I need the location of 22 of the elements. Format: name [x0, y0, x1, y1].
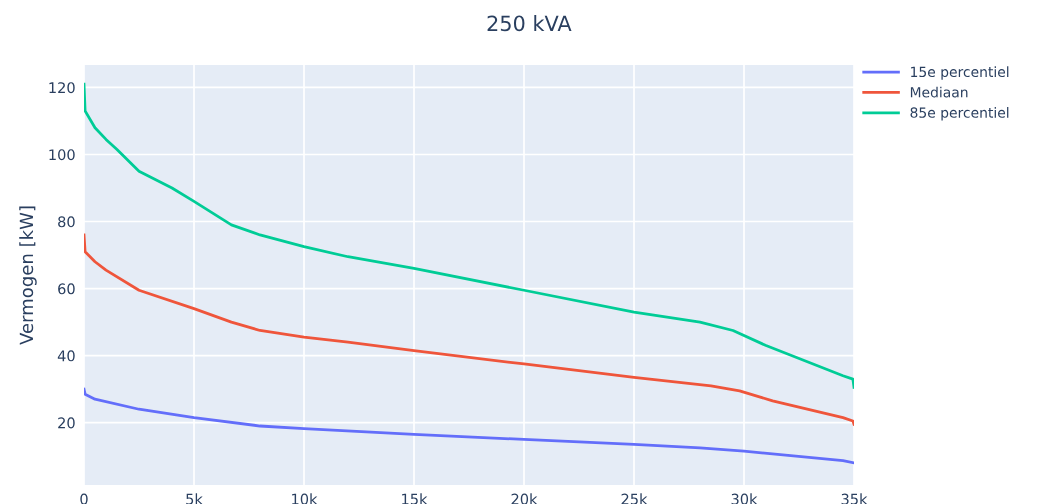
x-tick-label: 20k [511, 493, 538, 504]
y-tick-label: 80 [58, 216, 75, 228]
chart-title: 250 kVA [487, 15, 572, 32]
line-series [84, 82, 854, 389]
x-tick-label: 5k [186, 493, 203, 504]
line-series [84, 233, 854, 426]
y-tick-label: 40 [57, 350, 75, 362]
x-tick-label: 30k [731, 493, 758, 504]
x-tick-label: 25k [621, 493, 648, 504]
legend-label: Mediaan [910, 86, 968, 98]
line-series [84, 387, 854, 465]
legend-label: 85e percentiel [910, 107, 1009, 121]
x-tick-label: 35k [841, 493, 868, 504]
y-tick-label: 100 [49, 149, 75, 161]
y-tick-label: 20 [58, 417, 75, 429]
y-tick-label: 60 [58, 283, 75, 295]
x-tick-label: 10k [292, 493, 318, 504]
x-tick-label: 0 [80, 493, 88, 504]
y-axis-title: Vermogen [kW] [19, 206, 37, 345]
x-tick-label: 15k [402, 493, 428, 504]
legend-label: 15e percentiel [911, 66, 1009, 80]
y-tick-label: 120 [49, 82, 75, 94]
